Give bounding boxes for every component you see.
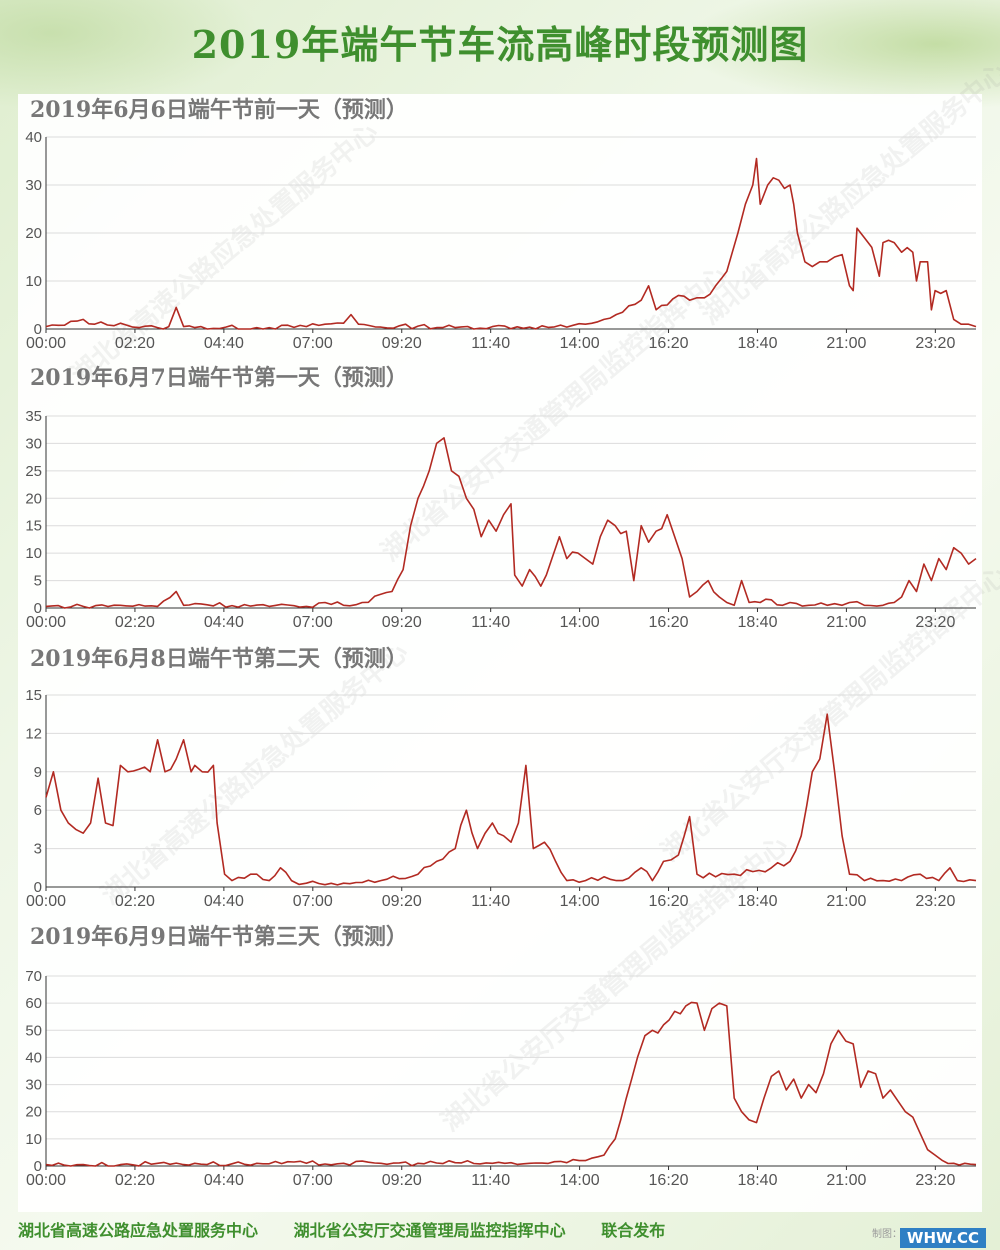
y-tick-label: 0 [34,600,42,617]
chart-3: 2019年6月8日端午节第二天（预测） 0 3 6 9 12 15 00:00 02:20 04:… [25,646,977,910]
x-tick-label: 07:00 [293,335,333,352]
site-logo: WHW.CC [900,1228,986,1248]
footer: 湖北省高速公路应急处置服务中心 湖北省公安厅交通管理局监控指挥中心 联合发布 [18,1217,695,1243]
y-tick-label: 0 [34,321,42,338]
y-tick-label: 10 [25,273,42,290]
x-tick-label: 04:40 [204,893,244,910]
y-tick-label: 40 [25,129,42,146]
x-tick-label: 04:40 [204,335,244,352]
y-tick-label: 6 [34,802,42,819]
x-tick-label: 09:20 [382,1172,422,1189]
y-tick-label: 70 [25,968,42,985]
x-tick-label: 09:20 [382,893,422,910]
y-tick-label: 15 [25,687,42,704]
footer-org-highway: 湖北省高速公路应急处置服务中心 [18,1221,259,1240]
y-tick-label: 30 [25,435,42,452]
x-tick-label: 02:20 [115,614,155,631]
x-tick-label: 21:00 [826,335,866,352]
chart-subtitle: 2019年6月9日端午节第三天（预测） [30,924,408,950]
watermark-text: 湖北省高速公路应急处置服务中心 [695,56,1000,330]
chart-4: 2019年6月9日端午节第三天（预测） 0 10 20 30 40 50 60 70 00:00 0… [25,924,977,1189]
watermark-text: 湖北省高速公路应急处置服务中心 [95,636,414,910]
x-tick-label: 23:20 [915,893,955,910]
series-line [45,437,977,609]
x-tick-label: 02:20 [115,335,155,352]
page-title: 2019年端午节车流高峰时段预测图 [191,22,809,67]
y-tick-label: 25 [25,463,42,480]
x-tick-label: 16:20 [649,893,689,910]
x-tick-label: 02:20 [115,893,155,910]
x-tick-label: 11:40 [471,1172,510,1189]
x-tick-label: 02:20 [115,1172,155,1189]
x-tick-label: 18:40 [737,1172,777,1189]
y-tick-label: 10 [25,1131,42,1148]
x-tick-label: 14:00 [560,614,600,631]
x-tick-label: 18:40 [737,335,777,352]
y-tick-label: 50 [25,1022,42,1039]
y-tick-label: 9 [34,764,42,781]
y-tick-label: 15 [25,518,42,535]
x-tick-label: 00:00 [26,614,66,631]
x-tick-label: 23:20 [915,1172,955,1189]
x-tick-label: 09:20 [382,614,422,631]
y-tick-label: 0 [34,1158,42,1175]
y-tick-label: 30 [25,177,42,194]
x-tick-label: 23:20 [915,614,955,631]
y-tick-label: 5 [34,573,42,590]
y-tick-label: 3 [34,841,42,858]
series-line [45,713,977,886]
x-tick-label: 16:20 [649,335,689,352]
x-tick-label: 07:00 [293,1172,333,1189]
x-tick-label: 11:40 [471,614,510,631]
x-tick-label: 21:00 [826,614,866,631]
x-tick-label: 00:00 [26,335,66,352]
header-decoration-left [0,0,260,110]
footer-publish: 联合发布 [601,1221,666,1240]
chart-2: 2019年6月7日端午节第一天（预测） 0 5 10 15 20 25 30 35 00:00 02… [25,365,977,631]
x-tick-label: 16:20 [649,614,689,631]
watermark-text: 湖北省公安厅交通管理局监控指挥中心 [375,260,734,568]
x-tick-label: 11:40 [471,893,510,910]
header-decoration-right [680,0,1000,110]
chart-panel [18,94,982,1212]
x-tick-label: 14:00 [560,893,600,910]
footer-org-traffic-police: 湖北省公安厅交通管理局监控指挥中心 [293,1221,566,1240]
series-line [45,1001,977,1167]
y-tick-label: 30 [25,1077,42,1094]
x-tick-label: 07:00 [293,614,333,631]
x-tick-label: 04:40 [204,1172,244,1189]
x-tick-label: 07:00 [293,893,333,910]
chart-subtitle: 2019年6月7日端午节第一天（预测） [30,365,408,391]
x-tick-label: 00:00 [26,893,66,910]
x-tick-label: 18:40 [737,893,777,910]
x-tick-label: 21:00 [826,1172,866,1189]
chart-1: 2019年6月6日端午节前一天（预测） 0 10 20 30 40 00:00 02:20 04… [25,97,977,352]
x-tick-label: 11:40 [471,335,510,352]
y-tick-label: 60 [25,995,42,1012]
x-tick-label: 16:20 [649,1172,689,1189]
x-tick-label: 21:00 [826,893,866,910]
x-tick-label: 00:00 [26,1172,66,1189]
chart-subtitle: 2019年6月8日端午节第二天（预测） [30,646,408,672]
y-tick-label: 0 [34,879,42,896]
y-tick-label: 20 [25,490,42,507]
y-tick-label: 12 [25,725,42,742]
x-tick-label: 18:40 [737,614,777,631]
x-tick-label: 04:40 [204,614,244,631]
series-line [45,157,977,330]
y-tick-label: 20 [25,225,42,242]
chart-subtitle: 2019年6月6日端午节前一天（预测） [30,97,408,123]
x-tick-label: 14:00 [560,335,600,352]
x-tick-label: 09:20 [382,335,422,352]
x-tick-label: 23:20 [915,335,955,352]
y-tick-label: 20 [25,1104,42,1121]
y-tick-label: 10 [25,545,42,562]
x-tick-label: 14:00 [560,1172,600,1189]
y-tick-label: 40 [25,1049,42,1066]
y-tick-label: 35 [25,408,42,425]
